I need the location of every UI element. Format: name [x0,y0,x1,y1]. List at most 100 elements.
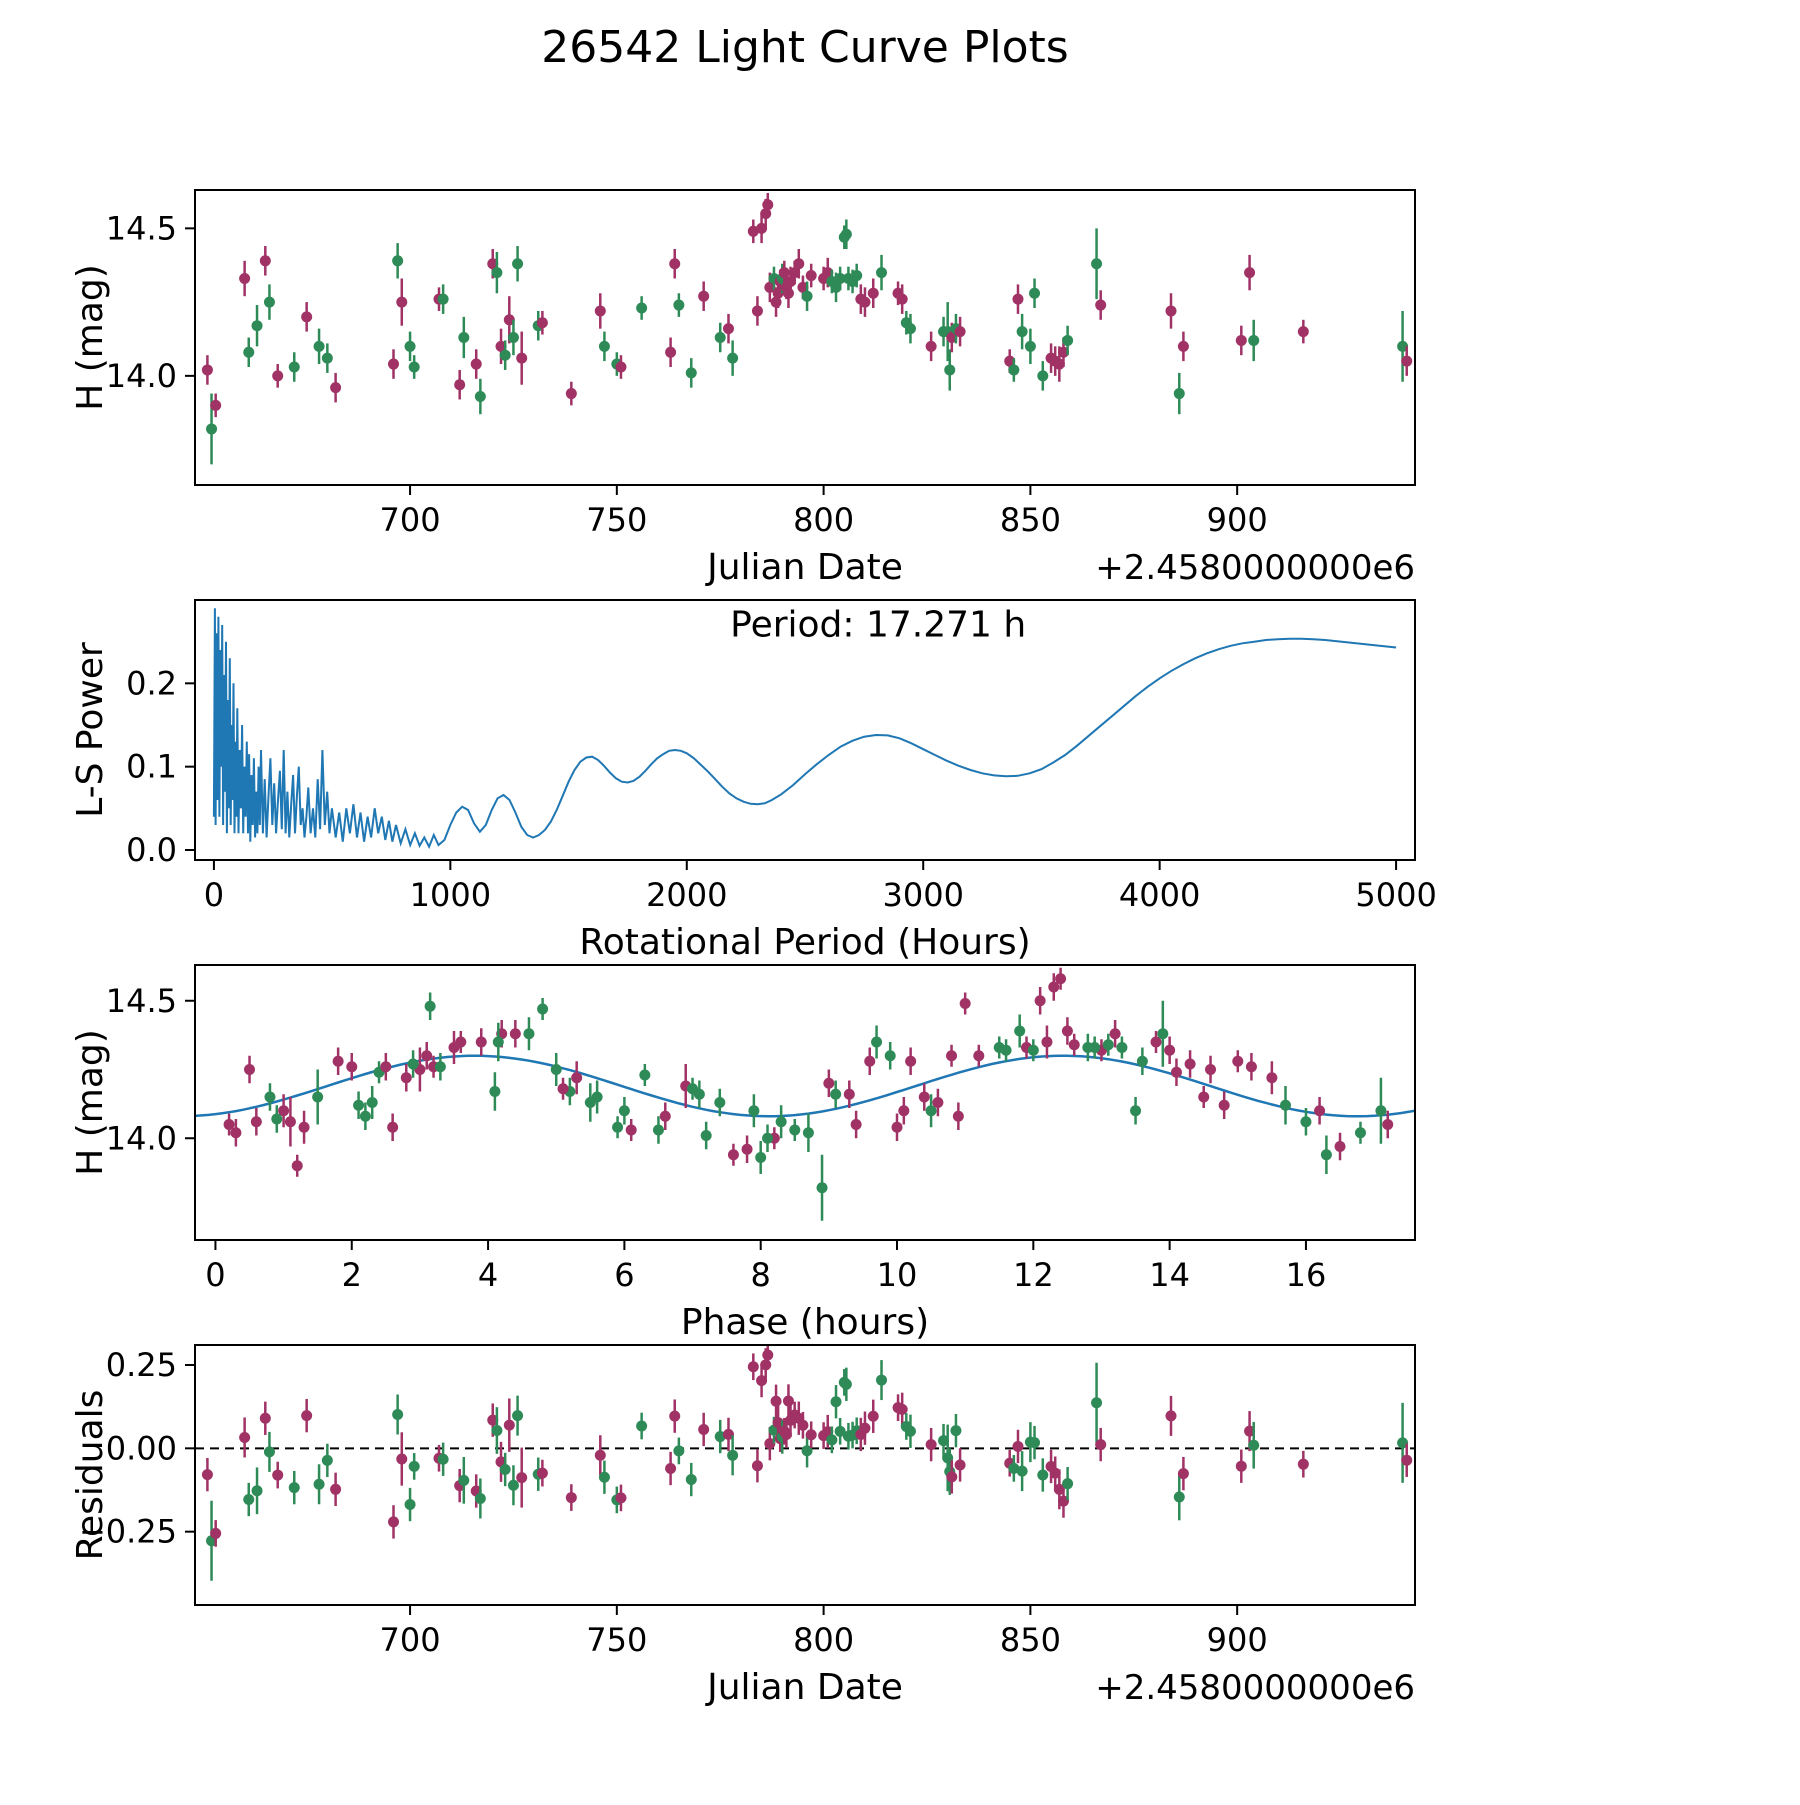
data-point [859,296,871,308]
data-point [1280,1099,1292,1111]
data-point [1014,1025,1026,1037]
data-point [210,399,222,411]
data-point [756,1375,768,1387]
data-point [793,258,805,270]
x-tick-label: 5000 [1355,876,1436,914]
data-point [591,1091,603,1103]
y-tick-label: −0.25 [79,1513,177,1551]
data-point [1008,364,1020,376]
data-point [673,299,685,311]
data-point [959,998,971,1009]
data-point [346,1061,358,1073]
data-point [201,1469,213,1481]
data-point [822,1426,834,1438]
data-point [1029,1437,1041,1449]
data-point [598,340,610,352]
axes-box [194,189,1416,486]
y-tick-label: 0.2 [126,664,177,702]
data-point [454,379,466,391]
data-point [550,1064,562,1075]
data-point [1354,1127,1366,1139]
data-point [1089,1042,1101,1053]
data-point [321,352,333,364]
data-point [332,1055,344,1067]
data-point [1034,995,1046,1007]
y-tick-label: 14.5 [106,209,177,247]
data-point [952,1110,964,1122]
data-point [408,361,420,373]
data-point [475,1036,487,1048]
data-point [259,1412,271,1424]
data-point [1136,1055,1148,1067]
data-point [1000,1044,1012,1056]
data-point [1218,1099,1230,1111]
data-point [243,346,255,358]
data-point [244,1064,256,1075]
panel-residuals: 700 750 800 850 900 −0.25 0.00 0.25 Julian Date R… [70,1344,1416,1708]
data-point [797,1419,809,1431]
data-point [396,1453,408,1465]
x-axis-label: Julian Date [705,1667,903,1708]
x-tick-label: 900 [1207,501,1268,539]
data-point [1205,1064,1217,1075]
data-point [1049,1467,1061,1479]
x-axis-offset-text: +2.4580000000e6 [1095,548,1415,588]
data-point [288,361,300,373]
data-point [474,1492,486,1504]
data-point [1130,1105,1142,1117]
data-point [594,305,606,317]
data-point [330,1483,342,1495]
data-point [925,1439,937,1451]
data-point [778,267,790,279]
data-point [925,1105,937,1117]
data-point [946,1050,958,1062]
data-point [487,258,499,270]
data-point [387,1121,399,1133]
data-point [437,1453,449,1465]
data-point [523,1028,535,1040]
axes-box [194,964,1416,1241]
data-point [321,1454,333,1466]
data-point [1232,1055,1244,1067]
data-point [830,1396,842,1408]
data-point [884,1050,896,1062]
x-tick-label: 1000 [410,876,491,914]
data-point [1055,973,1067,985]
data-point [1164,1044,1176,1056]
x-axis-offset-text: +2.4580000000e6 [1095,1668,1415,1708]
data-point [330,382,342,394]
data-point [850,1119,862,1130]
data-point [1057,1495,1069,1507]
data-point [1244,267,1256,279]
data-point [727,352,739,364]
y-tick-label: 0.00 [106,1429,177,1467]
data-point [898,1105,910,1117]
data-point [652,1124,664,1136]
data-point [284,1116,296,1128]
data-point [491,1424,503,1436]
data-point [298,1121,310,1133]
data-point [751,1460,763,1472]
data-point [239,1431,251,1443]
data-point [673,1445,685,1457]
data-point [756,222,768,234]
data-point [802,1127,814,1139]
data-point [380,1061,392,1073]
data-point [822,267,834,279]
data-point [904,1425,916,1437]
data-point [685,1474,697,1486]
data-point [770,1395,782,1407]
data-point [840,1378,852,1390]
data-point [388,358,400,370]
data-point [805,270,817,282]
data-point [830,281,842,293]
data-point [434,1061,446,1073]
data-point [278,1105,290,1117]
data-point [876,1374,888,1386]
data-point [925,340,937,352]
data-point [698,290,710,302]
data-point [760,1359,772,1371]
data-point [1012,1440,1024,1452]
data-point [1012,293,1024,305]
data-point [1177,340,1189,352]
